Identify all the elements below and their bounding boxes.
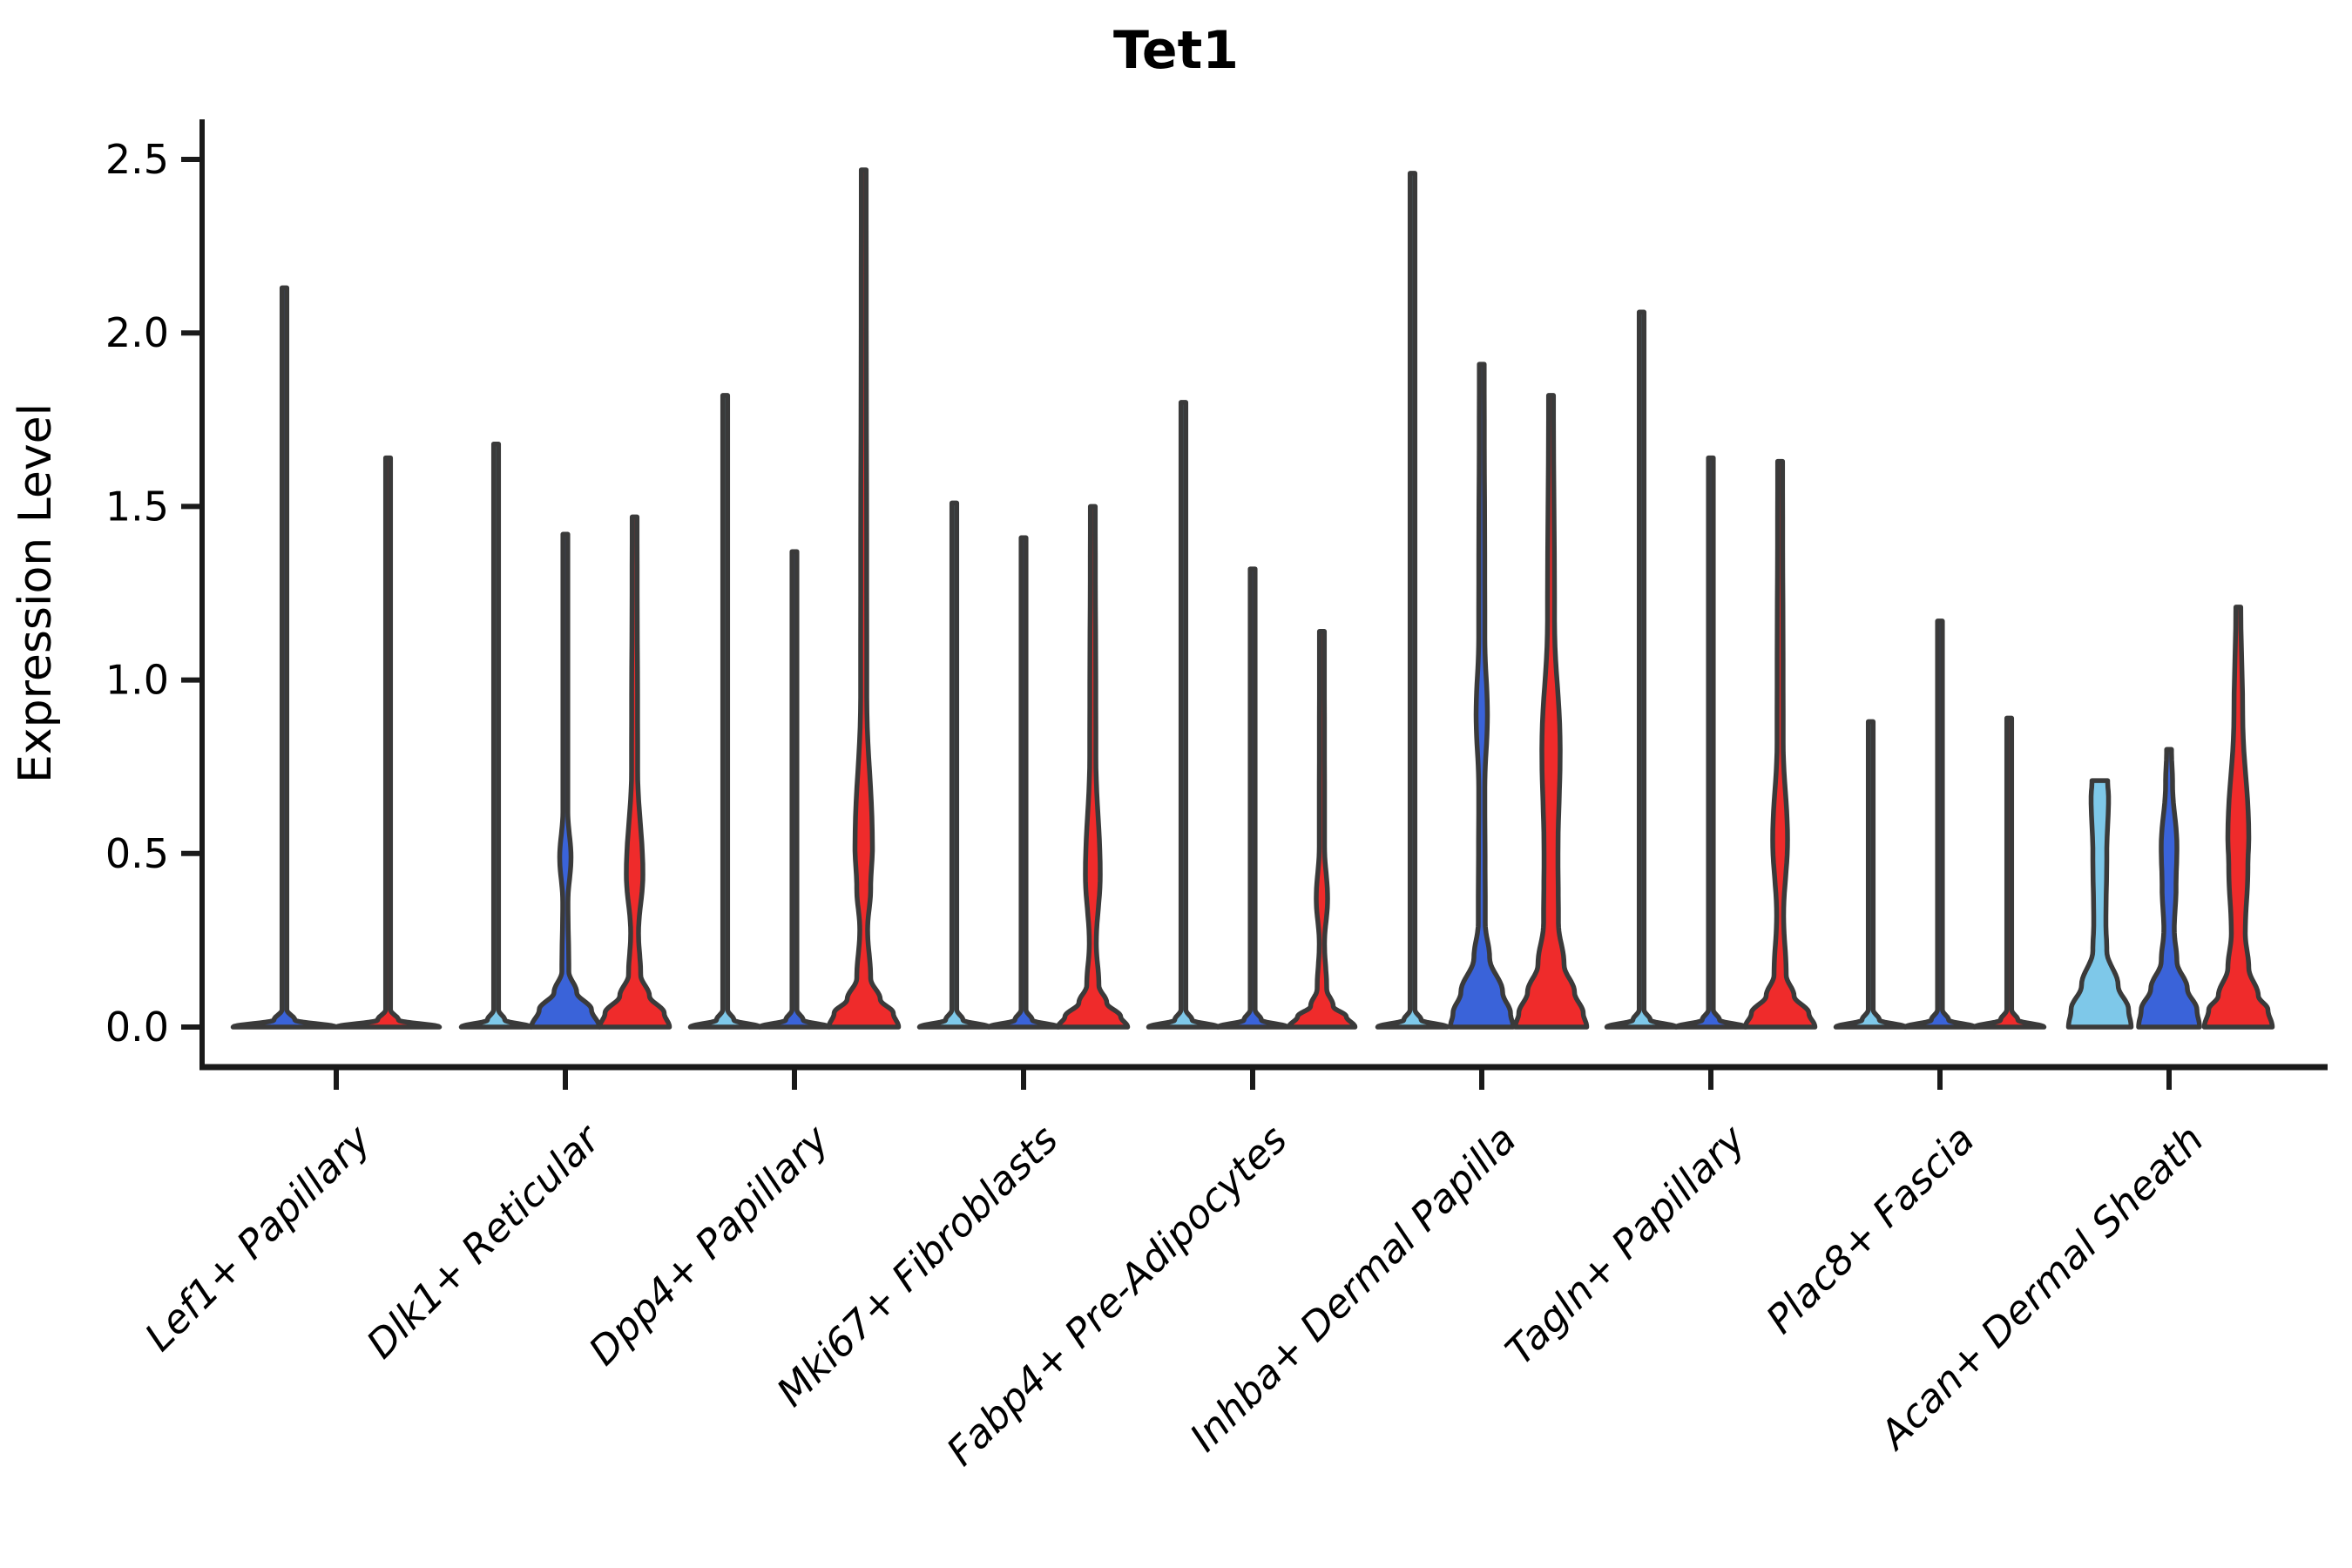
- y-tick-label: 2.5: [105, 136, 169, 183]
- violin-6-lightblue: [1375, 171, 1450, 1030]
- violin-9-red: [2201, 605, 2275, 1030]
- violin-6-red: [1512, 393, 1590, 1030]
- violin-7-red: [1742, 458, 1818, 1030]
- violin-2-red: [597, 514, 672, 1030]
- violin-5-blue: [1215, 566, 1290, 1030]
- violin-4-blue: [986, 535, 1061, 1030]
- violins: [230, 167, 2275, 1030]
- violin-7-blue: [1673, 455, 1748, 1030]
- violin-2-blue: [529, 531, 602, 1030]
- violin-6-blue: [1448, 362, 1516, 1030]
- y-axis-label: Expression Level: [10, 403, 62, 783]
- category-label: Dpp4+ Papillary: [580, 1115, 839, 1374]
- violin-3-blue: [757, 549, 832, 1030]
- violin-8-blue: [1903, 618, 1977, 1030]
- violin-7-lightblue: [1604, 309, 1680, 1030]
- violin-3-lightblue: [687, 393, 763, 1030]
- violin-8-red: [1971, 715, 2047, 1030]
- y-tick-label: 0.5: [105, 830, 169, 877]
- violin-1-red: [334, 455, 443, 1030]
- violin-5-lightblue: [1146, 400, 1221, 1030]
- y-tick-label: 2.0: [105, 309, 169, 356]
- category-label: Dlk1+ Reticular: [357, 1115, 610, 1368]
- plot-title: Tet1: [1113, 20, 1239, 81]
- y-tick-label: 1.0: [105, 657, 169, 704]
- category-label: Lef1+ Papillary: [136, 1115, 381, 1360]
- violin-9-blue: [2136, 747, 2202, 1030]
- y-tick-label: 1.5: [105, 483, 169, 530]
- violin-9-lightblue: [2065, 778, 2134, 1030]
- y-tick-label: 0.0: [105, 1004, 169, 1051]
- violin-5-red: [1286, 629, 1358, 1030]
- violin-1-blue: [230, 285, 339, 1030]
- violin-3-red: [826, 167, 902, 1030]
- violin-4-red: [1055, 504, 1131, 1030]
- axes: [181, 119, 2328, 1090]
- violin-2-lightblue: [458, 441, 534, 1030]
- category-label: Plac8+ Fascia: [1757, 1116, 1984, 1342]
- violin-4-lightblue: [916, 500, 992, 1030]
- violin-8-lightblue: [1833, 719, 1909, 1030]
- category-label: Tagln+ Papillary: [1497, 1115, 1755, 1374]
